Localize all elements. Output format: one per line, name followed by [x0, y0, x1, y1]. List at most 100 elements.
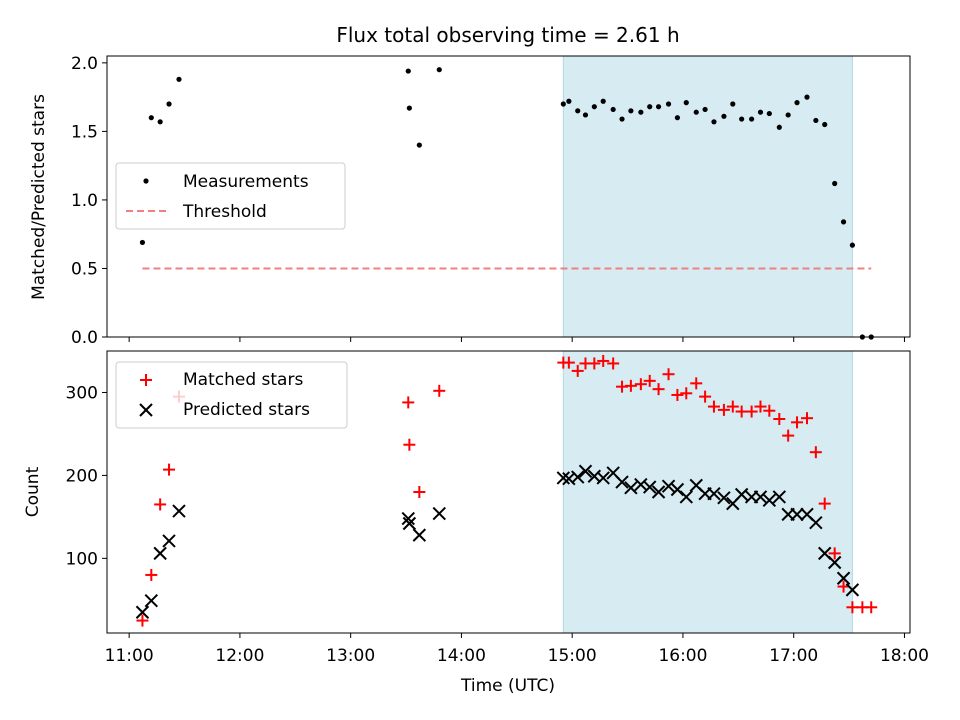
measurement-point [730, 101, 736, 107]
predicted-stars-point [402, 516, 417, 531]
legend-label-predicted-stars: Predicted stars [183, 400, 310, 420]
measurement-point [139, 239, 146, 246]
matched-stars-point [726, 400, 739, 413]
ratio-legend: Measurements Threshold [115, 162, 346, 230]
legend-label-measurements: Measurements [183, 172, 309, 192]
matched-stars-point [607, 357, 620, 370]
matched-stars-point [782, 429, 795, 442]
measurement-point [416, 142, 422, 148]
count-y-tick-label: 100 [66, 549, 98, 569]
legend-label-matched-stars: Matched stars [183, 370, 303, 390]
measurement-point [582, 112, 589, 118]
matched-stars-point [136, 614, 149, 627]
measurement-point [600, 98, 606, 104]
measurement-point [702, 106, 708, 113]
matched-stars-point [643, 374, 656, 387]
predicted-stars-point [615, 475, 629, 489]
matched-stars-point [634, 378, 647, 391]
measurement-point [840, 219, 847, 225]
measurement-point [785, 112, 791, 118]
count-x-tick-label: 13:00 [326, 646, 375, 666]
matched-stars-point [865, 601, 878, 614]
measurement-point [436, 67, 442, 73]
measurement-point [849, 242, 856, 248]
measurement-point [693, 109, 699, 115]
predicted-stars-point [809, 515, 823, 530]
predicted-stars-point [661, 479, 676, 493]
measurement-point [794, 100, 800, 106]
measurement-point [575, 108, 581, 114]
count-y-axis-label: Count [23, 466, 43, 517]
matched-stars-point [837, 580, 850, 593]
measurement-point [628, 108, 634, 114]
matched-stars-point [809, 446, 822, 459]
predicted-stars-point [679, 490, 693, 504]
measurement-point [766, 110, 772, 117]
predicted-stars-point [827, 555, 842, 570]
predicted-stars-point [432, 506, 446, 521]
measurement-point [674, 115, 681, 121]
matched-stars-point [699, 390, 712, 403]
measurement-point [610, 106, 616, 113]
matched-stars-point [145, 568, 158, 581]
predicted-stars-point [643, 480, 657, 494]
count-panel: 100 200 300 11:00 12:00 13:00 14:00 15:00 16:00 1… [23, 350, 929, 696]
count-panel-frame [106, 350, 911, 634]
matched-stars-point [754, 400, 767, 413]
measurement-point [166, 101, 172, 107]
matched-stars-point [671, 388, 684, 401]
measurement-point [655, 104, 662, 110]
measurement-point [683, 100, 689, 106]
measurement-point [566, 98, 572, 104]
matched-stars-point [571, 364, 584, 377]
matched-stars-point [624, 379, 637, 392]
count-y-tick-label: 300 [66, 383, 98, 403]
measurement-point [822, 121, 828, 128]
legend-marker-matched-stars [140, 374, 152, 386]
predicted-stars-point [578, 464, 593, 478]
predicted-stars-point [790, 507, 804, 522]
matched-stars-point [433, 384, 446, 397]
matched-stars-point [763, 404, 776, 417]
predicted-stars-point [717, 491, 731, 505]
measurement-point [776, 124, 782, 130]
ratio-y-axis-label: Matched/Predicted stars [29, 94, 49, 300]
count-x-tick-label: 15:00 [548, 646, 597, 666]
predicted-stars-point [772, 490, 787, 504]
matched-stars-point [154, 498, 167, 511]
legend-label-threshold: Threshold [182, 202, 267, 222]
measurement-point [739, 116, 745, 122]
count-x-tick-label: 12:00 [215, 646, 264, 666]
count-legend-box [115, 361, 348, 429]
matched-stars-point [588, 357, 601, 370]
matched-stars-point [717, 403, 730, 416]
measurement-point [157, 119, 163, 125]
matched-stars-point [413, 486, 426, 498]
measurement-point [619, 116, 625, 122]
count-x-tick-label: 17:00 [769, 646, 818, 666]
matched-stars-point [707, 400, 720, 413]
predicted-stars-point [556, 471, 571, 485]
matched-stars-point [828, 547, 841, 560]
predicted-stars-point [753, 490, 768, 504]
measurement-point [560, 101, 566, 107]
count-x-tick-label: 16:00 [658, 646, 707, 666]
matched-stars-point [690, 377, 703, 390]
matched-stars-point [652, 383, 665, 396]
predicted-stars-point [596, 471, 610, 485]
predicted-stars-point [762, 493, 777, 508]
measurement-point [757, 109, 764, 115]
measurement-point [749, 116, 755, 122]
matched-stars-point [597, 354, 610, 367]
measurement-point [665, 101, 672, 107]
predicted-stars-point [412, 528, 427, 542]
matched-stars-point [791, 416, 804, 429]
predicted-stars-point [153, 546, 167, 561]
predicted-stars-point [634, 477, 648, 492]
ratio-y-tick-label: 1.0 [71, 191, 98, 211]
measurement-point [176, 76, 182, 82]
matched-stars-point [662, 368, 675, 381]
ratio-legend-box [115, 162, 346, 230]
count-x-tick-label: 18:00 [880, 646, 929, 666]
measurement-point [813, 117, 819, 124]
